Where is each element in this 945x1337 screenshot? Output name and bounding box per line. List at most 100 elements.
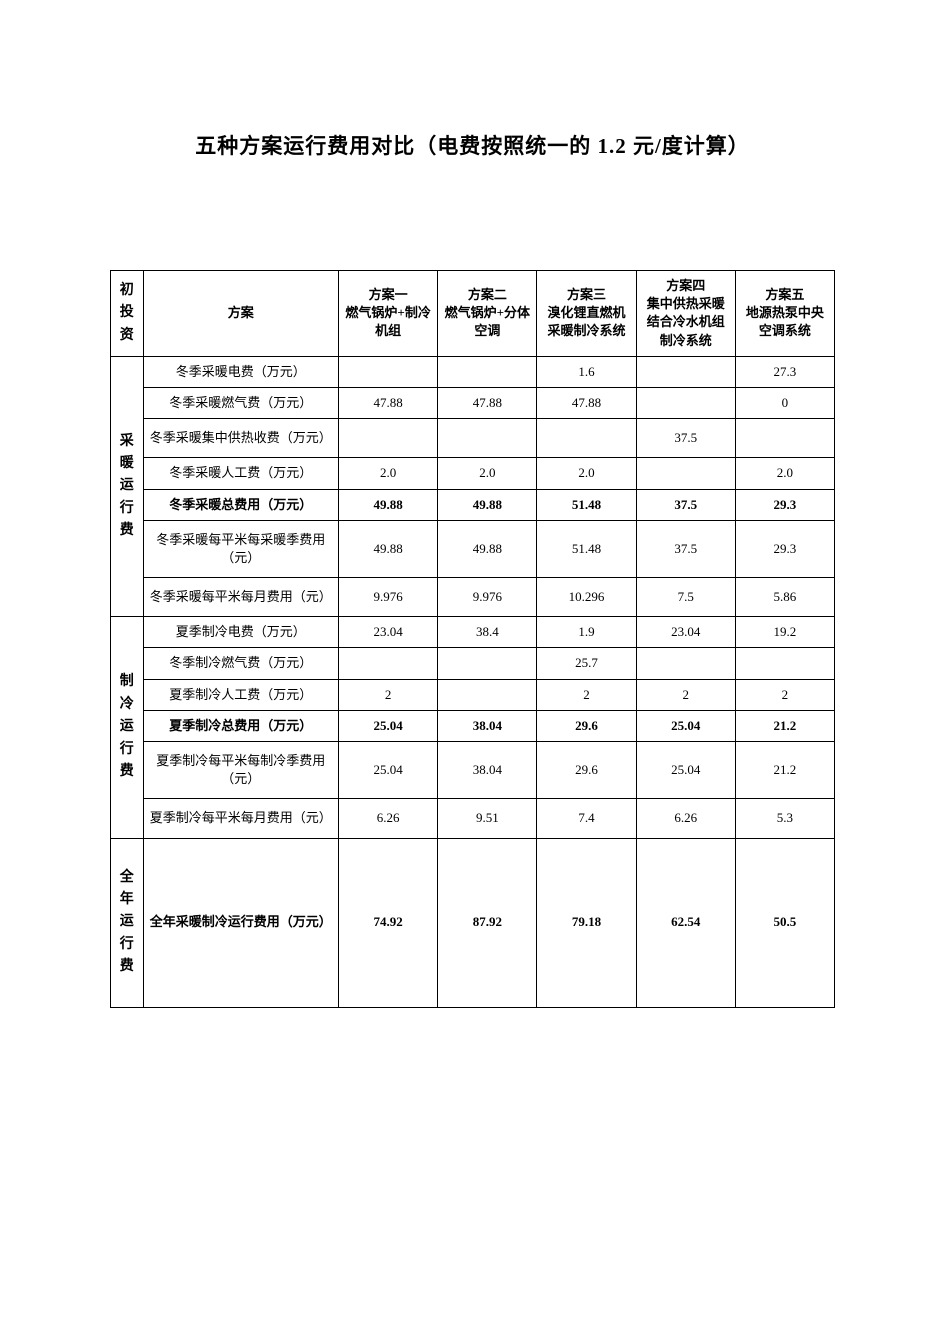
cell: 5.3	[735, 799, 834, 838]
table-row: 冬季采暖总费用（万元） 49.88 49.88 51.48 37.5 29.3	[111, 489, 835, 520]
cell: 2.0	[735, 458, 834, 489]
cell: 37.5	[636, 489, 735, 520]
table-row: 冬季采暖每平米每采暖季费用（元） 49.88 49.88 51.48 37.5 …	[111, 520, 835, 577]
cell: 74.92	[339, 838, 438, 1007]
cell: 2.0	[438, 458, 537, 489]
cell: 47.88	[537, 387, 636, 418]
cell: 25.04	[339, 742, 438, 799]
cell: 27.3	[735, 356, 834, 387]
row-label: 夏季制冷每平米每制冷季费用（元）	[143, 742, 338, 799]
cell: 37.5	[636, 419, 735, 458]
cell: 10.296	[537, 578, 636, 617]
cell: 25.04	[636, 742, 735, 799]
cell	[636, 458, 735, 489]
plan1-header: 方案一燃气锅炉+制冷机组	[339, 271, 438, 357]
cell: 2	[735, 679, 834, 710]
cell	[339, 356, 438, 387]
cell: 25.04	[636, 710, 735, 741]
table-row: 夏季制冷总费用（万元） 25.04 38.04 29.6 25.04 21.2	[111, 710, 835, 741]
table-row: 冬季采暖燃气费（万元） 47.88 47.88 47.88 0	[111, 387, 835, 418]
row-label: 夏季制冷电费（万元）	[143, 617, 338, 648]
cell: 9.976	[438, 578, 537, 617]
plan-label-header: 方案	[143, 271, 338, 357]
cell	[735, 419, 834, 458]
cell: 49.88	[438, 520, 537, 577]
cell: 6.26	[636, 799, 735, 838]
cell: 38.04	[438, 710, 537, 741]
cell: 1.9	[537, 617, 636, 648]
table-row: 采暖运行费 冬季采暖电费（万元） 1.6 27.3	[111, 356, 835, 387]
cell: 62.54	[636, 838, 735, 1007]
cell	[636, 387, 735, 418]
cell: 49.88	[339, 520, 438, 577]
cell: 29.3	[735, 489, 834, 520]
cell	[735, 648, 834, 679]
cell: 38.4	[438, 617, 537, 648]
section-header-initial: 初投资	[111, 271, 144, 357]
table-row: 冬季采暖集中供热收费（万元） 37.5	[111, 419, 835, 458]
cell: 2	[339, 679, 438, 710]
cell: 19.2	[735, 617, 834, 648]
cell	[339, 648, 438, 679]
cell	[537, 419, 636, 458]
row-label: 冬季采暖电费（万元）	[143, 356, 338, 387]
cell: 0	[735, 387, 834, 418]
cell: 49.88	[339, 489, 438, 520]
table-row: 制冷运行费 夏季制冷电费（万元） 23.04 38.4 1.9 23.04 19…	[111, 617, 835, 648]
table-row: 夏季制冷人工费（万元） 2 2 2 2	[111, 679, 835, 710]
cell: 25.7	[537, 648, 636, 679]
cell: 51.48	[537, 489, 636, 520]
cell	[339, 419, 438, 458]
row-label: 夏季制冷人工费（万元）	[143, 679, 338, 710]
plan3-header: 方案三溴化锂直燃机采暖制冷系统	[537, 271, 636, 357]
section-heating: 采暖运行费	[111, 356, 144, 617]
row-label: 冬季采暖每平米每月费用（元）	[143, 578, 338, 617]
table-row: 全年运行费 全年采暖制冷运行费用（万元） 74.92 87.92 79.18 6…	[111, 838, 835, 1007]
cell: 2.0	[537, 458, 636, 489]
row-label: 夏季制冷总费用（万元）	[143, 710, 338, 741]
cell	[438, 356, 537, 387]
row-label: 冬季制冷燃气费（万元）	[143, 648, 338, 679]
row-label: 冬季采暖人工费（万元）	[143, 458, 338, 489]
row-label: 冬季采暖集中供热收费（万元）	[143, 419, 338, 458]
cell: 7.4	[537, 799, 636, 838]
cell: 29.6	[537, 710, 636, 741]
cell: 21.2	[735, 710, 834, 741]
table-row: 冬季制冷燃气费（万元） 25.7	[111, 648, 835, 679]
cell: 29.3	[735, 520, 834, 577]
table-row: 冬季采暖每平米每月费用（元） 9.976 9.976 10.296 7.5 5.…	[111, 578, 835, 617]
cell: 5.86	[735, 578, 834, 617]
cell: 51.48	[537, 520, 636, 577]
cell: 9.51	[438, 799, 537, 838]
table-row: 夏季制冷每平米每制冷季费用（元） 25.04 38.04 29.6 25.04 …	[111, 742, 835, 799]
cell: 47.88	[339, 387, 438, 418]
cell: 50.5	[735, 838, 834, 1007]
plan4-header: 方案四集中供热采暖结合冷水机组制冷系统	[636, 271, 735, 357]
cell: 37.5	[636, 520, 735, 577]
plan5-header: 方案五地源热泵中央空调系统	[735, 271, 834, 357]
plan2-header: 方案二燃气锅炉+分体空调	[438, 271, 537, 357]
cell	[438, 648, 537, 679]
cell	[438, 679, 537, 710]
row-label: 冬季采暖燃气费（万元）	[143, 387, 338, 418]
cell: 6.26	[339, 799, 438, 838]
cell: 25.04	[339, 710, 438, 741]
table-header-row: 初投资 方案 方案一燃气锅炉+制冷机组 方案二燃气锅炉+分体空调 方案三溴化锂直…	[111, 271, 835, 357]
cell	[636, 648, 735, 679]
cell: 7.5	[636, 578, 735, 617]
cell: 2.0	[339, 458, 438, 489]
cell: 2	[537, 679, 636, 710]
row-label: 夏季制冷每平米每月费用（元）	[143, 799, 338, 838]
section-annual: 全年运行费	[111, 838, 144, 1007]
cell: 23.04	[636, 617, 735, 648]
cell: 2	[636, 679, 735, 710]
cell: 79.18	[537, 838, 636, 1007]
cell	[438, 419, 537, 458]
cell	[636, 356, 735, 387]
cell: 1.6	[537, 356, 636, 387]
row-label: 冬季采暖总费用（万元）	[143, 489, 338, 520]
section-cooling: 制冷运行费	[111, 617, 144, 838]
table-row: 冬季采暖人工费（万元） 2.0 2.0 2.0 2.0	[111, 458, 835, 489]
table-row: 夏季制冷每平米每月费用（元） 6.26 9.51 7.4 6.26 5.3	[111, 799, 835, 838]
cell: 29.6	[537, 742, 636, 799]
